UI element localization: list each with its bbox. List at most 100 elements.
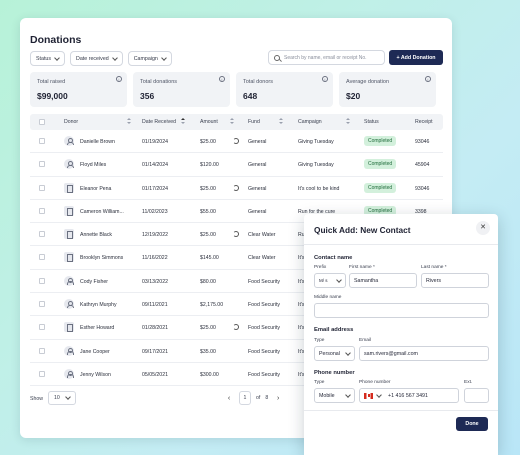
email-field[interactable]: sam.rivers@gmail.com (359, 346, 489, 361)
table-row[interactable]: Danielle Brown 01/19/2024 $25.00 General Giv… (30, 130, 443, 154)
column-header-date[interactable]: Date Received (142, 119, 177, 125)
sort-icon[interactable] (230, 118, 235, 125)
table-row[interactable]: Eleanor Pena 01/17/2024 $25.00 General It's … (30, 177, 443, 200)
last-name-field[interactable]: Rivers (421, 273, 489, 288)
fund: Food Security (248, 278, 281, 285)
campaign-filter[interactable]: Campaign (127, 51, 172, 66)
date-received-filter[interactable]: Date received (70, 51, 123, 66)
column-header-fund[interactable]: Fund (248, 119, 260, 125)
stat-label: Average donation (346, 79, 390, 85)
sort-icon[interactable] (127, 118, 132, 125)
date-received: 11/16/2022 (142, 255, 168, 262)
search-icon (274, 54, 280, 61)
first-name-field[interactable]: Samantha (349, 273, 417, 288)
amount: $120.00 (200, 162, 219, 169)
donor-name[interactable]: Brooklyn Simmons (80, 255, 124, 262)
table-body: Danielle Brown 01/19/2024 $25.00 General Giv… (30, 130, 443, 387)
chevron-down-icon (111, 54, 118, 61)
row-checkbox[interactable] (39, 254, 45, 261)
donor-name[interactable]: Eleanor Pena (80, 185, 112, 192)
sort-icon[interactable] (279, 118, 284, 125)
email-label: Email (359, 338, 371, 343)
phone-value: +1 416 567 3491 (388, 392, 428, 399)
receipt-number: 93046 (415, 139, 430, 145)
add-donation-button[interactable]: + Add Donation (389, 50, 443, 65)
row-checkbox[interactable] (39, 184, 45, 191)
ext-field[interactable] (464, 388, 489, 403)
row-checkbox[interactable] (39, 207, 45, 214)
previous-page-icon[interactable]: ‹ (227, 394, 231, 402)
person-icon (64, 299, 74, 310)
row-checkbox[interactable] (39, 277, 45, 284)
last-name-label: Last name * (421, 265, 447, 270)
table-row[interactable]: Floyd Miles 01/14/2024 $120.00 General Givin… (30, 153, 443, 177)
amount: $25.00 (200, 325, 216, 332)
person-icon (64, 159, 74, 170)
info-icon[interactable]: i (219, 76, 225, 82)
current-page-input[interactable]: 1 (239, 391, 251, 405)
date-received: 01/19/2024 (142, 139, 168, 145)
fund: General (248, 185, 267, 192)
modal-title: Quick Add: New Contact (314, 225, 411, 235)
donor-name[interactable]: Jenny Wilson (80, 371, 111, 378)
fund: Clear Water (248, 232, 276, 239)
email-type-label: Type (314, 338, 325, 343)
column-header-campaign[interactable]: Campaign (298, 119, 322, 125)
chevron-down-icon[interactable] (376, 391, 382, 398)
column-header-donor[interactable]: Donor (64, 119, 79, 125)
row-checkbox[interactable] (39, 347, 45, 354)
donor-name[interactable]: Esther Howard (80, 325, 115, 332)
info-icon[interactable]: i (425, 76, 431, 82)
campaign: Run for the cure (298, 208, 336, 215)
receipt-number: 45904 (415, 162, 430, 169)
column-header-receipt[interactable]: Receipt (415, 119, 433, 125)
organization-icon (64, 229, 74, 240)
middle-name-field[interactable] (314, 303, 489, 318)
amount: $145.00 (200, 255, 219, 262)
recurring-icon (233, 184, 239, 191)
donor-name[interactable]: Annette Black (80, 232, 113, 239)
date-received: 01/28/2021 (142, 325, 168, 332)
donor-name[interactable]: Floyd Miles (80, 162, 107, 169)
of-label: of (256, 395, 261, 401)
column-header-amount[interactable]: Amount (200, 119, 218, 125)
sort-icon[interactable] (346, 118, 351, 125)
campaign-filter-label: Campaign (133, 55, 158, 62)
person-icon (64, 136, 74, 146)
donor-name[interactable]: Cody Fisher (80, 278, 108, 285)
chevron-down-icon (345, 391, 351, 398)
row-checkbox[interactable] (39, 231, 45, 238)
stat-value: 356 (140, 91, 155, 101)
row-checkbox[interactable] (39, 324, 45, 331)
row-checkbox[interactable] (39, 161, 45, 168)
page-size-select[interactable]: 10 (48, 391, 76, 405)
phone-type-select[interactable]: Mobile (314, 388, 355, 403)
column-header-status[interactable]: Status (364, 119, 379, 125)
donor-name[interactable]: Jane Cooper (80, 348, 110, 355)
donor-name[interactable]: Cameron William... (80, 208, 124, 215)
fund: Food Security (248, 371, 281, 378)
email-type-select[interactable]: Personal (314, 346, 355, 361)
prefix-select[interactable]: M/ s (314, 273, 346, 288)
table-row[interactable]: Cameron William... 11/02/2023 $55.00 Genera… (30, 200, 443, 224)
close-icon[interactable]: ✕ (476, 221, 490, 235)
date-received: 01/14/2024 (142, 162, 168, 169)
done-button[interactable]: Done (456, 417, 488, 431)
sort-icon[interactable] (181, 118, 186, 125)
phone-field[interactable]: +1 416 567 3491 (359, 388, 459, 403)
select-all-checkbox[interactable] (39, 119, 45, 125)
row-checkbox[interactable] (39, 370, 45, 377)
donor-name[interactable]: Kathryn Murphy (80, 302, 117, 309)
row-checkbox[interactable] (39, 138, 45, 144)
fund: General (248, 208, 267, 215)
search-input[interactable]: Search by name, email or receipt No. (268, 50, 385, 65)
donor-name[interactable]: Danielle Brown (80, 139, 115, 145)
info-icon[interactable]: i (116, 76, 122, 82)
canada-flag-icon[interactable] (364, 392, 373, 399)
row-checkbox[interactable] (39, 301, 45, 308)
next-page-icon[interactable]: › (277, 394, 280, 402)
date-received: 05/05/2021 (142, 371, 168, 378)
info-icon[interactable]: i (322, 76, 328, 82)
status-filter[interactable]: Status (30, 51, 66, 66)
stat-label: Total donors (243, 79, 273, 85)
